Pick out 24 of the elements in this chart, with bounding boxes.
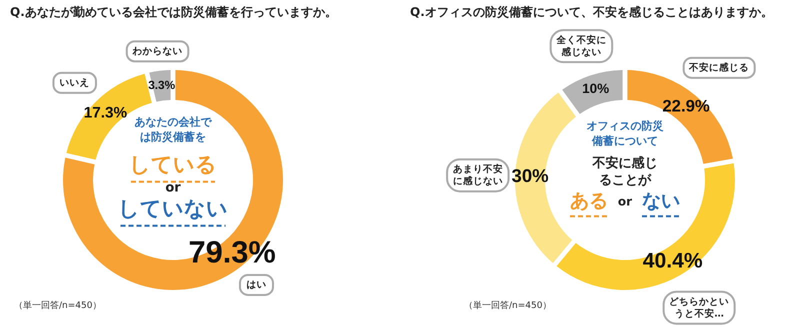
text: オフィスの防災備蓄について <box>586 120 664 148</box>
text: （単一回答/n=450） <box>464 300 552 311</box>
text: 不安に感じることが <box>592 155 658 188</box>
slice-label: 全く不安に感じない <box>555 34 606 58</box>
text: あなたの会社では防災備蓄を <box>134 116 212 144</box>
text: していない <box>118 196 228 221</box>
slice-label: 不安に感じる <box>688 61 750 74</box>
text: or <box>618 194 632 208</box>
chart-title: Q.あなたが勤めている会社では防災備蓄を行っていますか。 <box>10 5 337 19</box>
text: している <box>129 152 217 177</box>
text: （単一回答/n=450） <box>14 300 102 311</box>
text: or <box>165 180 182 196</box>
chart-title: Q.オフィスの防災備蓄について、不安を感じることはありますか。 <box>410 5 773 19</box>
data-label: 30% <box>512 164 549 186</box>
data-label: 22.9% <box>662 96 710 116</box>
slice-label: あまり不安に感じない <box>452 162 503 187</box>
text: ある <box>570 190 608 212</box>
data-label: 10% <box>582 81 610 96</box>
slice-label: どちらかというと不安… <box>669 296 730 320</box>
slice-label: はい <box>246 280 266 291</box>
text: ない <box>642 190 680 212</box>
data-label: 3.3% <box>148 78 176 92</box>
slice-label: いいえ <box>60 78 90 89</box>
slice-label: わからない <box>132 46 183 57</box>
